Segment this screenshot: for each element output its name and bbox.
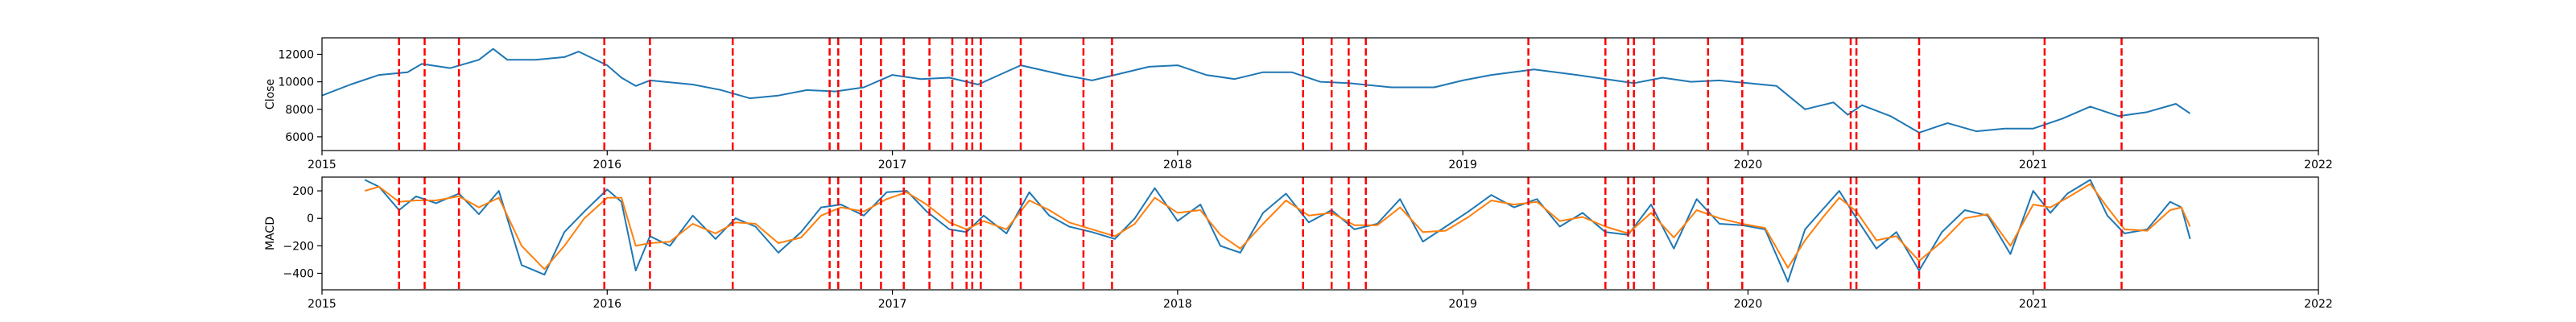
macd-panel: 2015 2016 2017 2018 2019 2020 2021 2022 −400 −200… (264, 176, 2333, 311)
x-tick-label: 2017 (878, 298, 907, 311)
y-tick-label: −400 (283, 268, 314, 281)
x-tick-label: 2019 (1448, 298, 1477, 311)
x-tick-label: 2021 (2019, 298, 2048, 311)
axes-frame (321, 176, 2319, 291)
x-tick-label: 2018 (1163, 159, 1192, 171)
y-tick-label: 200 (292, 185, 314, 198)
y-tick-label: 12000 (278, 48, 314, 61)
series-line-1 (364, 183, 2191, 270)
y-tick-label: 10000 (278, 76, 314, 89)
y-axis-label: Close (264, 79, 277, 109)
x-tick-label: 2019 (1448, 159, 1477, 171)
x-tick-label: 2018 (1163, 298, 1192, 311)
y-tick-label: 8000 (285, 104, 314, 117)
axes-frame (321, 37, 2319, 151)
x-tick-label: 2015 (308, 298, 336, 311)
series-line-0 (364, 179, 2191, 283)
y-tick-label: 6000 (285, 131, 314, 144)
x-tick-label: 2017 (878, 159, 907, 171)
x-tick-label: 2021 (2019, 159, 2048, 171)
x-tick-label: 2016 (592, 298, 621, 311)
y-axis-label: MACD (264, 217, 277, 250)
x-tick-label: 2020 (1734, 298, 1763, 311)
x-tick-label: 2016 (592, 159, 621, 171)
close-price-panel: 2015 2016 2017 2018 2019 2020 2021 2022 6000 8000… (264, 37, 2333, 171)
x-tick-label: 2022 (2304, 298, 2333, 311)
x-tick-label: 2022 (2304, 159, 2333, 171)
x-tick-label: 2020 (1734, 159, 1763, 171)
series-line-0 (321, 47, 2191, 134)
y-tick-label: −200 (283, 240, 314, 253)
x-tick-label: 2015 (308, 159, 336, 171)
y-tick-label: 0 (307, 213, 314, 225)
